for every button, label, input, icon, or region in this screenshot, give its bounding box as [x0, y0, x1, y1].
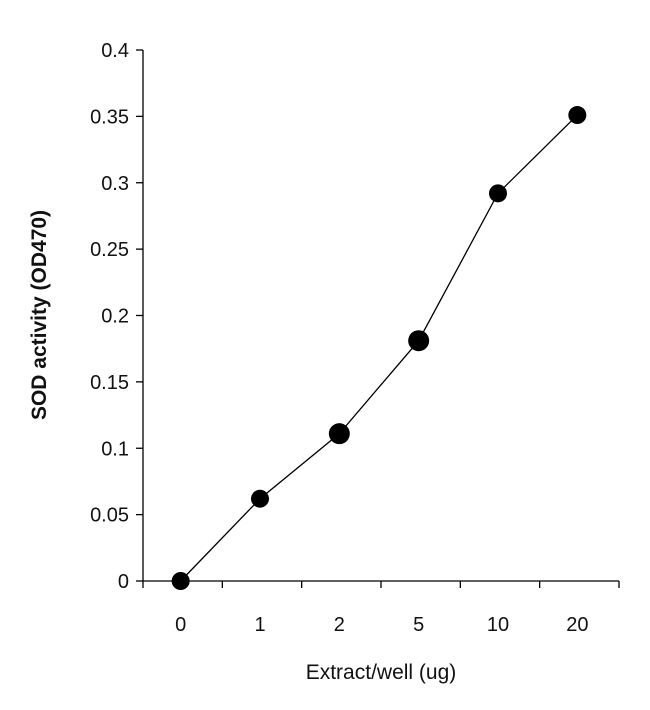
- data-point: [328, 423, 350, 445]
- x-tick-label: 20: [566, 614, 588, 636]
- series: [171, 106, 587, 590]
- y-tick-label: 0.05: [90, 505, 129, 527]
- x-axis-title: Extract/well (ug): [306, 661, 457, 684]
- series-line: [180, 114, 578, 582]
- y-axis-title: SOD activity (OD470): [28, 210, 51, 420]
- x-axis: 0 1 2 5 10 20: [142, 580, 620, 636]
- data-point: [489, 184, 507, 203]
- y-tick-label: 0.35: [90, 106, 129, 128]
- y-tick-label: 0.25: [90, 239, 129, 261]
- x-tick-label: 1: [254, 614, 265, 636]
- y-tick-label: 0: [118, 571, 129, 593]
- x-tick-label: 2: [334, 614, 345, 636]
- y-tick-label: 0.1: [101, 438, 129, 460]
- x-tick-label: 5: [413, 614, 424, 636]
- x-tick-label: 10: [487, 614, 509, 636]
- data-point: [251, 489, 269, 508]
- data-point: [171, 572, 190, 590]
- y-tick-label: 0.4: [101, 40, 129, 62]
- data-point: [568, 106, 587, 125]
- x-tick-label: 0: [175, 614, 186, 636]
- y-tick-label: 0.15: [90, 372, 129, 394]
- y-tick-label: 0.3: [101, 173, 129, 195]
- y-axis: 0 0.05 0.1 0.15 0.2 0.25 0.3 0.35 0.4: [90, 40, 144, 593]
- data-point: [408, 330, 430, 352]
- y-tick-label: 0.2: [101, 306, 129, 328]
